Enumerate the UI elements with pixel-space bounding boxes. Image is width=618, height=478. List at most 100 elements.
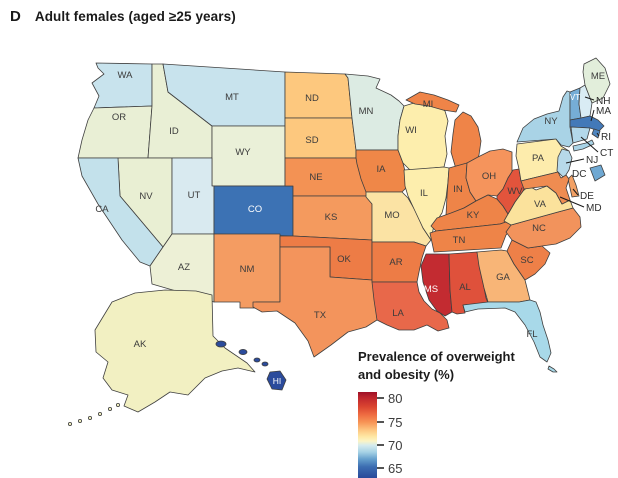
- state-label-AZ: AZ: [178, 262, 190, 273]
- state-label-VT: VT: [570, 93, 580, 102]
- state-GA: [476, 249, 531, 303]
- state-CT: [570, 126, 591, 144]
- state-label-CO: CO: [248, 204, 262, 215]
- state-label-NC: NC: [532, 223, 546, 234]
- state-label-CA: CA: [95, 204, 109, 215]
- leader-CT: [580, 136, 599, 153]
- hawaii-island: [253, 357, 261, 363]
- legend-title-line1: Prevalence of overweight: [358, 349, 515, 364]
- panel-header: D Adult females (aged ≥25 years): [10, 8, 236, 25]
- state-label-WV: WV: [507, 186, 523, 197]
- aleutian-island: [98, 411, 103, 416]
- leader-NJ: [565, 158, 585, 164]
- callout-leader-lines: [559, 96, 600, 208]
- state-NJ: [556, 148, 573, 179]
- leader-MA: [590, 109, 595, 122]
- callout-label-NH: NH: [596, 96, 610, 107]
- legend-tick-label-65: 65: [388, 461, 402, 476]
- state-label-NY: NY: [544, 116, 558, 127]
- state-label-PA: PA: [532, 153, 545, 164]
- state-label-HI: HI: [273, 376, 282, 386]
- state-label-SC: SC: [520, 255, 533, 266]
- state-MI-upper: [405, 91, 460, 113]
- state-DE: [567, 174, 580, 198]
- callout-label-CT: CT: [600, 148, 613, 159]
- state-TX: [252, 246, 378, 358]
- callout-label-DC: DC: [572, 169, 586, 180]
- state-label-IN: IN: [453, 184, 463, 195]
- state-label-OH: OH: [482, 171, 496, 182]
- state-label-VA: VA: [534, 199, 547, 210]
- state-label-OR: OR: [112, 112, 126, 123]
- aleutian-island: [68, 421, 73, 426]
- panel-title: Adult females (aged ≥25 years): [34, 9, 236, 24]
- state-label-AK: AK: [134, 339, 147, 350]
- state-LA: [371, 281, 450, 332]
- legend-tick-label-70: 70: [388, 438, 402, 453]
- aleutian-island: [78, 418, 83, 423]
- aleutian-island: [108, 406, 113, 411]
- state-label-MN: MN: [359, 106, 374, 117]
- state-MI-lower: [450, 111, 482, 170]
- state-label-NV: NV: [139, 191, 153, 202]
- legend: Prevalence of overweight and obesity (%)…: [358, 349, 515, 478]
- state-label-MT: MT: [225, 92, 239, 103]
- legend-colorbar: [358, 392, 377, 478]
- state-AK: [94, 289, 256, 413]
- hawaii-island: [238, 348, 248, 355]
- state-label-GA: GA: [496, 272, 510, 283]
- state-NY: [516, 90, 574, 148]
- callout-label-NJ: NJ: [586, 155, 598, 166]
- leader-MD: [559, 196, 585, 208]
- state-label-MI: MI: [423, 99, 434, 110]
- state-CA: [77, 157, 164, 267]
- state-label-MS: MS: [424, 284, 438, 295]
- florida-keys: [547, 365, 558, 373]
- aleutian-island: [88, 415, 93, 420]
- state-DC: [589, 164, 606, 182]
- state-label-IL: IL: [420, 188, 428, 199]
- state-FL: [462, 299, 552, 363]
- state-label-AL: AL: [459, 282, 471, 293]
- aleutian-island: [116, 402, 121, 407]
- state-label-OK: OK: [337, 254, 351, 265]
- state-label-IA: IA: [377, 164, 387, 175]
- hawaii-big-island: [266, 370, 287, 391]
- state-label-WY: WY: [235, 147, 251, 158]
- state-label-TX: TX: [314, 310, 327, 321]
- state-ME: [582, 57, 611, 104]
- leader-NH: [584, 96, 595, 101]
- leader-RI: [596, 132, 600, 137]
- state-label-ID: ID: [169, 126, 179, 137]
- state-label-FL: FL: [526, 329, 537, 340]
- legend-tick-marks: [377, 397, 384, 469]
- state-label-AR: AR: [389, 257, 402, 268]
- hawaii-island: [215, 340, 227, 348]
- legend-tick-label-80: 80: [388, 391, 402, 406]
- state-NY-long-island: [572, 139, 595, 152]
- state-label-TN: TN: [453, 235, 466, 246]
- state-MO: [365, 191, 432, 247]
- state-label-WA: WA: [118, 70, 134, 81]
- state-label-NE: NE: [309, 172, 322, 183]
- hawaii-island: [261, 361, 269, 367]
- state-MD: [520, 171, 571, 205]
- state-label-WI: WI: [405, 125, 417, 136]
- state-label-UT: UT: [188, 190, 201, 201]
- state-label-SD: SD: [305, 135, 318, 146]
- state-label-KY: KY: [467, 210, 480, 221]
- legend-title-line2: and obesity (%): [358, 367, 454, 382]
- panel-letter: D: [10, 8, 21, 25]
- callout-label-RI: RI: [601, 132, 611, 143]
- callout-label-DE: DE: [580, 191, 594, 202]
- state-label-LA: LA: [392, 308, 404, 319]
- state-label-ME: ME: [591, 71, 605, 82]
- state-RI: [591, 128, 601, 139]
- state-label-ND: ND: [305, 93, 319, 104]
- state-label-NM: NM: [240, 264, 255, 275]
- callout-label-MA: MA: [596, 106, 611, 117]
- legend-tick-label-75: 75: [388, 415, 402, 430]
- leader-DE: [572, 188, 579, 196]
